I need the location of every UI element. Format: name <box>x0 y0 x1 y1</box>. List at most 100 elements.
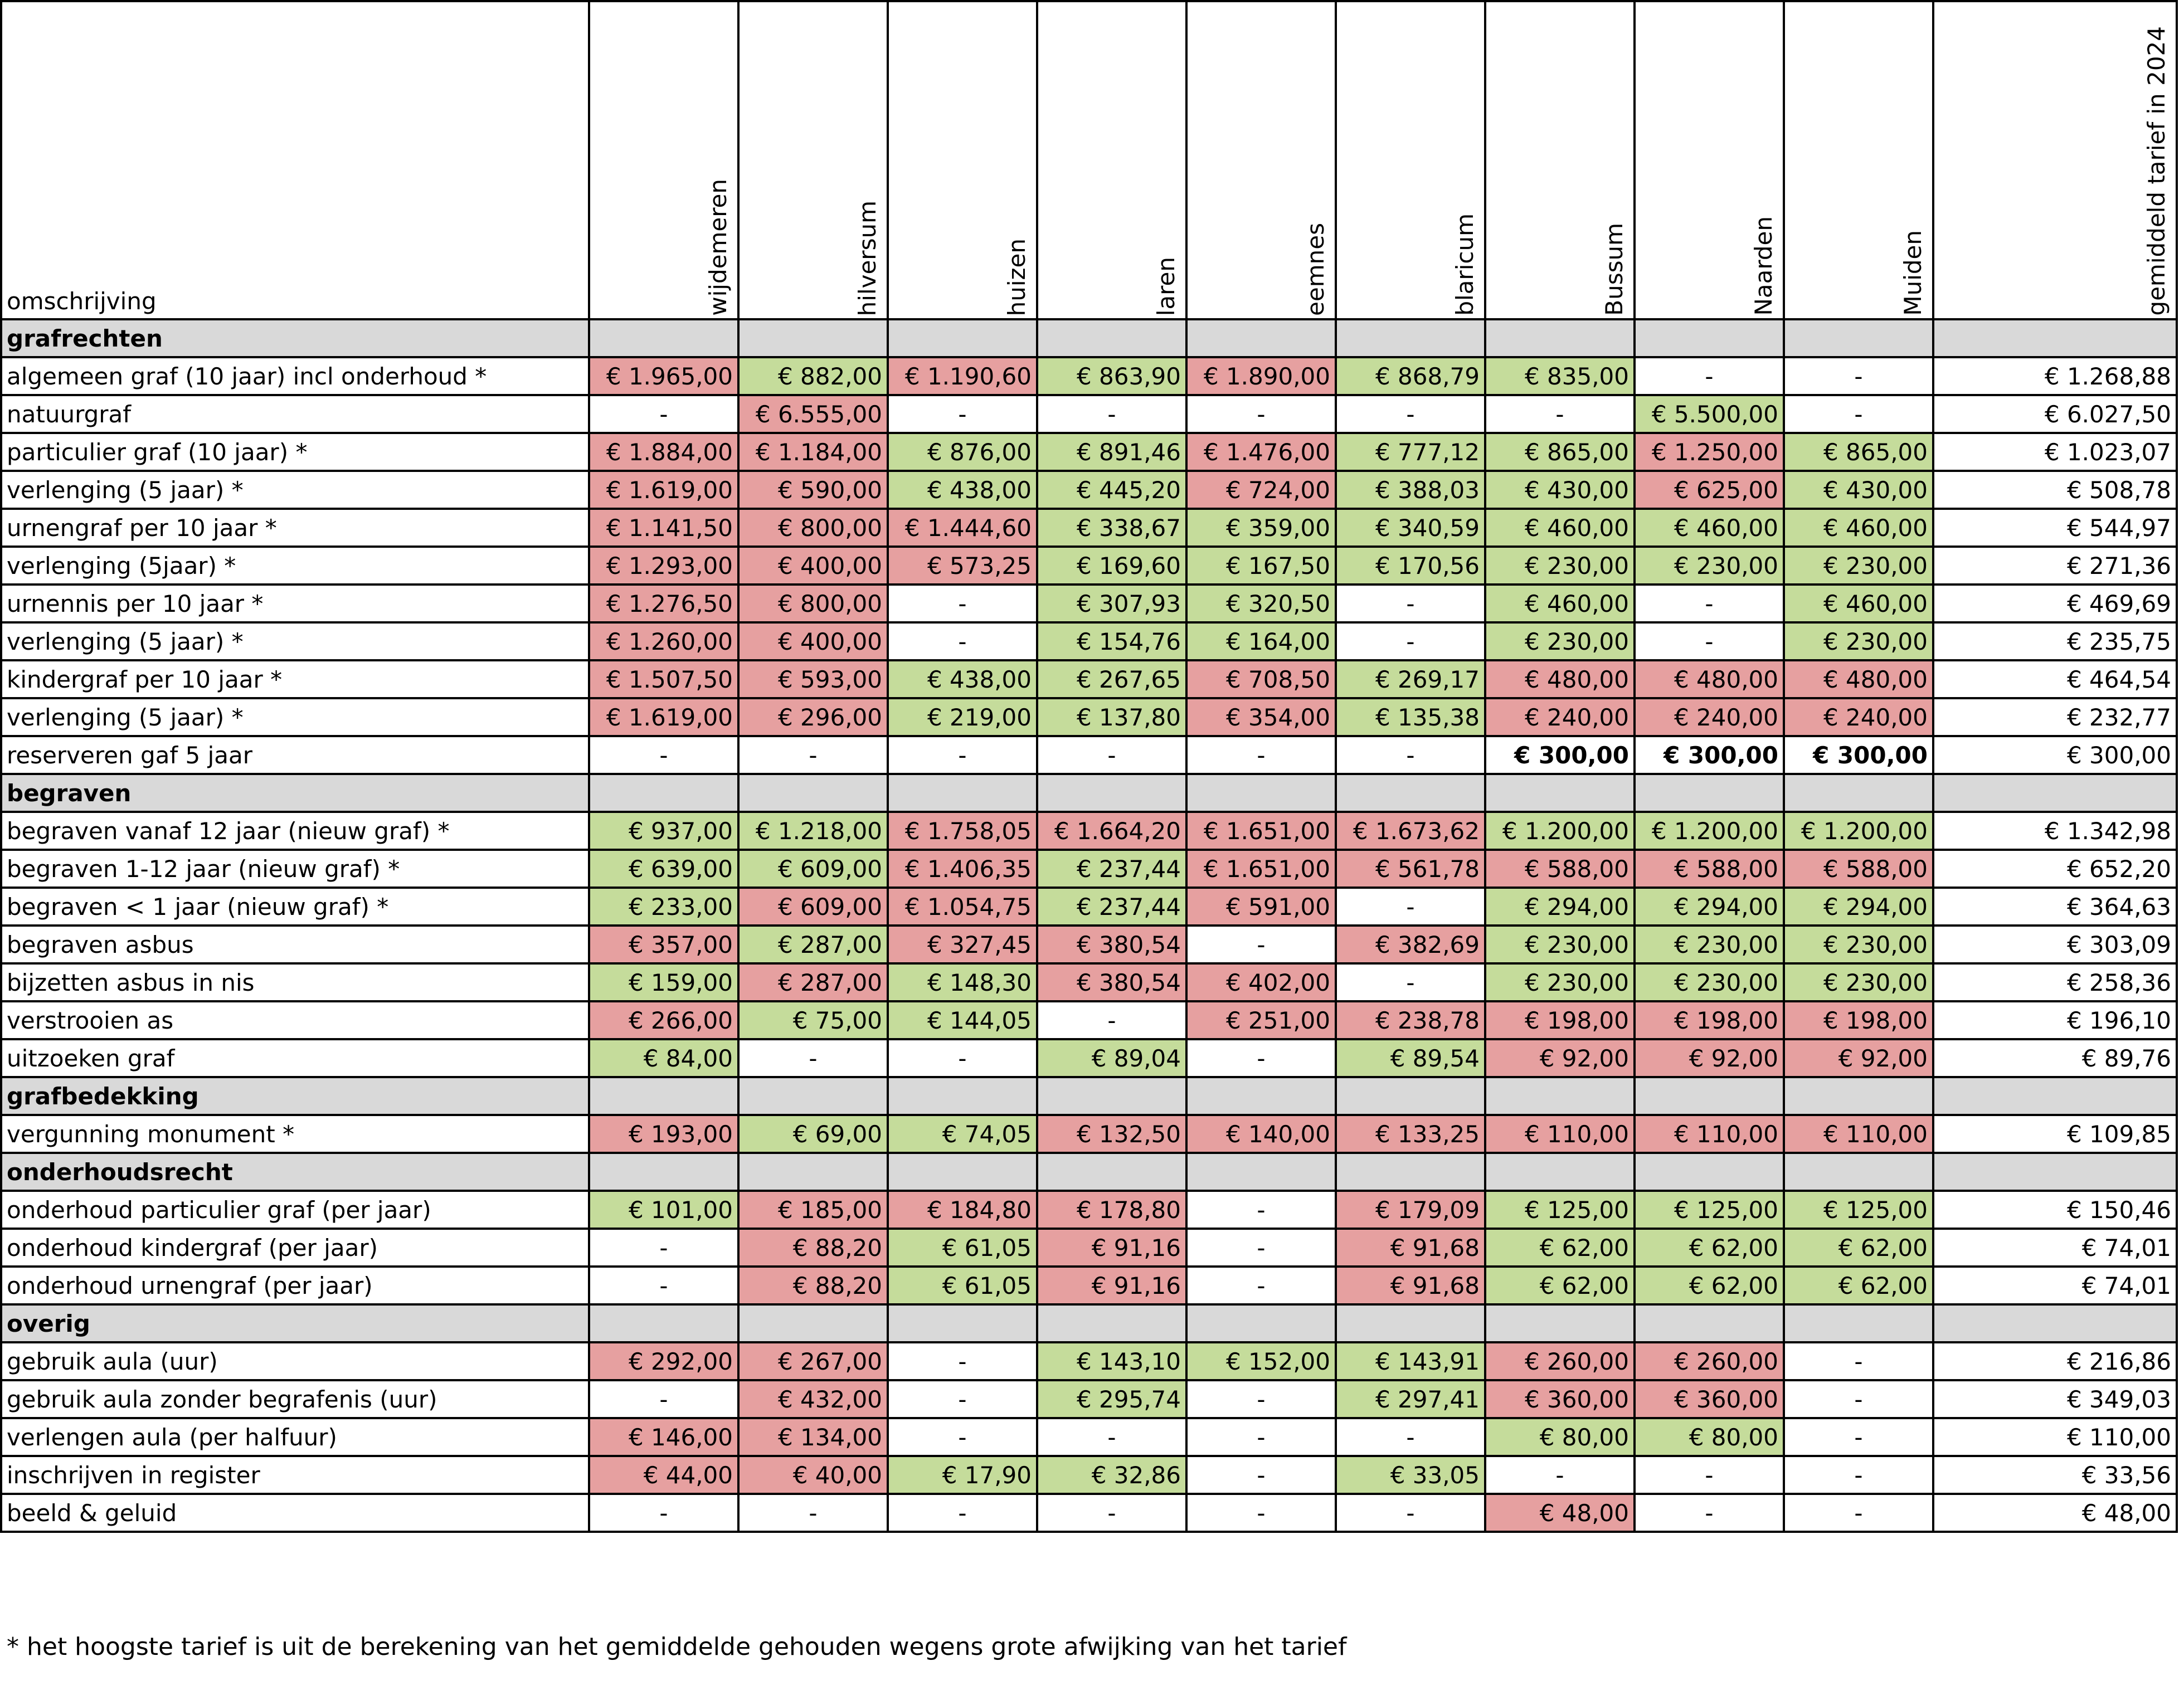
price-cell[interactable]: € 438,00 <box>887 470 1038 510</box>
price-cell[interactable]: - <box>588 1493 740 1533</box>
price-cell[interactable]: € 33,05 <box>1335 1455 1486 1495</box>
price-cell[interactable]: € 91,68 <box>1335 1265 1486 1306</box>
price-cell[interactable]: € 380,54 <box>1036 924 1188 965</box>
price-cell[interactable]: € 167,50 <box>1185 546 1337 586</box>
section-empty-cell[interactable] <box>737 773 889 813</box>
price-cell[interactable]: € 1.507,50 <box>588 659 740 699</box>
section-empty-cell[interactable] <box>1036 318 1188 358</box>
price-cell[interactable]: € 708,50 <box>1185 659 1337 699</box>
average-price-cell[interactable]: € 464,54 <box>1932 659 2178 699</box>
row-description-cell[interactable]: gebruik aula zonder begrafenis (uur) <box>0 1379 590 1419</box>
section-title-cell[interactable]: overig <box>0 1303 590 1343</box>
price-cell[interactable]: € 591,00 <box>1185 887 1337 927</box>
average-price-cell[interactable]: € 6.027,50 <box>1932 394 2178 434</box>
row-description-cell[interactable]: particulier graf (10 jaar) * <box>0 432 590 472</box>
price-cell[interactable]: - <box>1633 621 1785 661</box>
section-empty-cell[interactable] <box>1783 318 1934 358</box>
row-description-cell[interactable]: onderhoud kindergraf (per jaar) <box>0 1228 590 1268</box>
price-cell[interactable]: - <box>737 1038 889 1078</box>
price-cell[interactable]: € 1.884,00 <box>588 432 740 472</box>
section-empty-cell[interactable] <box>1036 773 1188 813</box>
price-cell[interactable]: - <box>588 1228 740 1268</box>
price-cell[interactable]: € 230,00 <box>1484 962 1636 1002</box>
section-empty-cell[interactable] <box>1484 318 1636 358</box>
price-cell[interactable]: € 219,00 <box>887 697 1038 737</box>
price-cell[interactable]: - <box>1335 583 1486 624</box>
section-empty-cell[interactable] <box>887 318 1038 358</box>
price-cell[interactable]: € 267,00 <box>737 1341 889 1381</box>
price-cell[interactable]: € 300,00 <box>1783 735 1934 775</box>
price-cell[interactable]: € 460,00 <box>1484 583 1636 624</box>
price-cell[interactable]: - <box>1633 356 1785 396</box>
price-cell[interactable]: € 178,80 <box>1036 1190 1188 1230</box>
price-cell[interactable]: € 625,00 <box>1633 470 1785 510</box>
price-cell[interactable]: € 148,30 <box>887 962 1038 1002</box>
section-empty-cell[interactable] <box>1633 1303 1785 1343</box>
price-cell[interactable]: - <box>887 394 1038 434</box>
header-city-cell[interactable]: laren <box>1036 0 1188 320</box>
section-empty-cell[interactable] <box>1185 1303 1337 1343</box>
section-empty-cell[interactable] <box>887 773 1038 813</box>
row-description-cell[interactable]: bijzetten asbus in nis <box>0 962 590 1002</box>
price-cell[interactable]: € 260,00 <box>1633 1341 1785 1381</box>
price-cell[interactable]: € 588,00 <box>1783 849 1934 889</box>
section-empty-cell[interactable] <box>887 1152 1038 1192</box>
price-cell[interactable]: - <box>887 735 1038 775</box>
price-cell[interactable]: € 5.500,00 <box>1633 394 1785 434</box>
price-cell[interactable]: € 868,79 <box>1335 356 1486 396</box>
price-cell[interactable]: € 260,00 <box>1484 1341 1636 1381</box>
price-cell[interactable]: € 237,44 <box>1036 849 1188 889</box>
price-cell[interactable]: € 230,00 <box>1633 924 1785 965</box>
average-price-cell[interactable]: € 508,78 <box>1932 470 2178 510</box>
price-cell[interactable]: € 835,00 <box>1484 356 1636 396</box>
price-cell[interactable]: € 609,00 <box>737 887 889 927</box>
price-cell[interactable]: € 460,00 <box>1783 583 1934 624</box>
price-cell[interactable]: - <box>1484 1455 1636 1495</box>
average-price-cell[interactable]: € 364,63 <box>1932 887 2178 927</box>
price-cell[interactable]: € 230,00 <box>1783 924 1934 965</box>
price-cell[interactable]: - <box>887 1341 1038 1381</box>
section-empty-cell[interactable] <box>1633 1076 1785 1116</box>
price-cell[interactable]: € 92,00 <box>1484 1038 1636 1078</box>
section-empty-cell[interactable] <box>1036 1303 1188 1343</box>
price-cell[interactable]: € 1.218,00 <box>737 811 889 851</box>
average-price-cell[interactable]: € 469,69 <box>1932 583 2178 624</box>
header-description-cell[interactable]: omschrijving <box>0 0 590 320</box>
price-cell[interactable]: € 430,00 <box>1484 470 1636 510</box>
price-cell[interactable]: - <box>887 1379 1038 1419</box>
price-cell[interactable]: € 193,00 <box>588 1114 740 1154</box>
price-cell[interactable]: € 164,00 <box>1185 621 1337 661</box>
section-empty-cell[interactable] <box>1932 1076 2178 1116</box>
average-price-cell[interactable]: € 1.023,07 <box>1932 432 2178 472</box>
price-cell[interactable]: € 1.200,00 <box>1633 811 1785 851</box>
price-cell[interactable]: € 32,86 <box>1036 1455 1188 1495</box>
row-description-cell[interactable]: begraven < 1 jaar (nieuw graf) * <box>0 887 590 927</box>
price-cell[interactable]: € 359,00 <box>1185 508 1337 548</box>
price-cell[interactable]: - <box>1036 1493 1188 1533</box>
section-empty-cell[interactable] <box>1185 1152 1337 1192</box>
price-cell[interactable]: € 863,90 <box>1036 356 1188 396</box>
price-cell[interactable]: € 198,00 <box>1633 1000 1785 1040</box>
price-cell[interactable]: € 1.619,00 <box>588 470 740 510</box>
price-cell[interactable]: € 125,00 <box>1783 1190 1934 1230</box>
section-empty-cell[interactable] <box>1484 1152 1636 1192</box>
average-price-cell[interactable]: € 303,09 <box>1932 924 2178 965</box>
price-cell[interactable]: € 61,05 <box>887 1228 1038 1268</box>
price-cell[interactable]: - <box>1185 1493 1337 1533</box>
row-description-cell[interactable]: urnengraf per 10 jaar * <box>0 508 590 548</box>
price-cell[interactable]: € 1.250,00 <box>1633 432 1785 472</box>
price-cell[interactable]: € 800,00 <box>737 508 889 548</box>
row-description-cell[interactable]: reserveren gaf 5 jaar <box>0 735 590 775</box>
section-empty-cell[interactable] <box>1633 318 1785 358</box>
section-empty-cell[interactable] <box>1335 318 1486 358</box>
price-cell[interactable]: € 44,00 <box>588 1455 740 1495</box>
price-cell[interactable]: € 588,00 <box>1633 849 1785 889</box>
price-cell[interactable]: - <box>887 1493 1038 1533</box>
price-cell[interactable]: - <box>1185 1455 1337 1495</box>
price-cell[interactable]: € 146,00 <box>588 1417 740 1457</box>
price-cell[interactable]: € 295,74 <box>1036 1379 1188 1419</box>
price-cell[interactable]: - <box>1633 583 1785 624</box>
price-cell[interactable]: € 266,00 <box>588 1000 740 1040</box>
section-empty-cell[interactable] <box>1633 1152 1785 1192</box>
price-cell[interactable]: € 445,20 <box>1036 470 1188 510</box>
